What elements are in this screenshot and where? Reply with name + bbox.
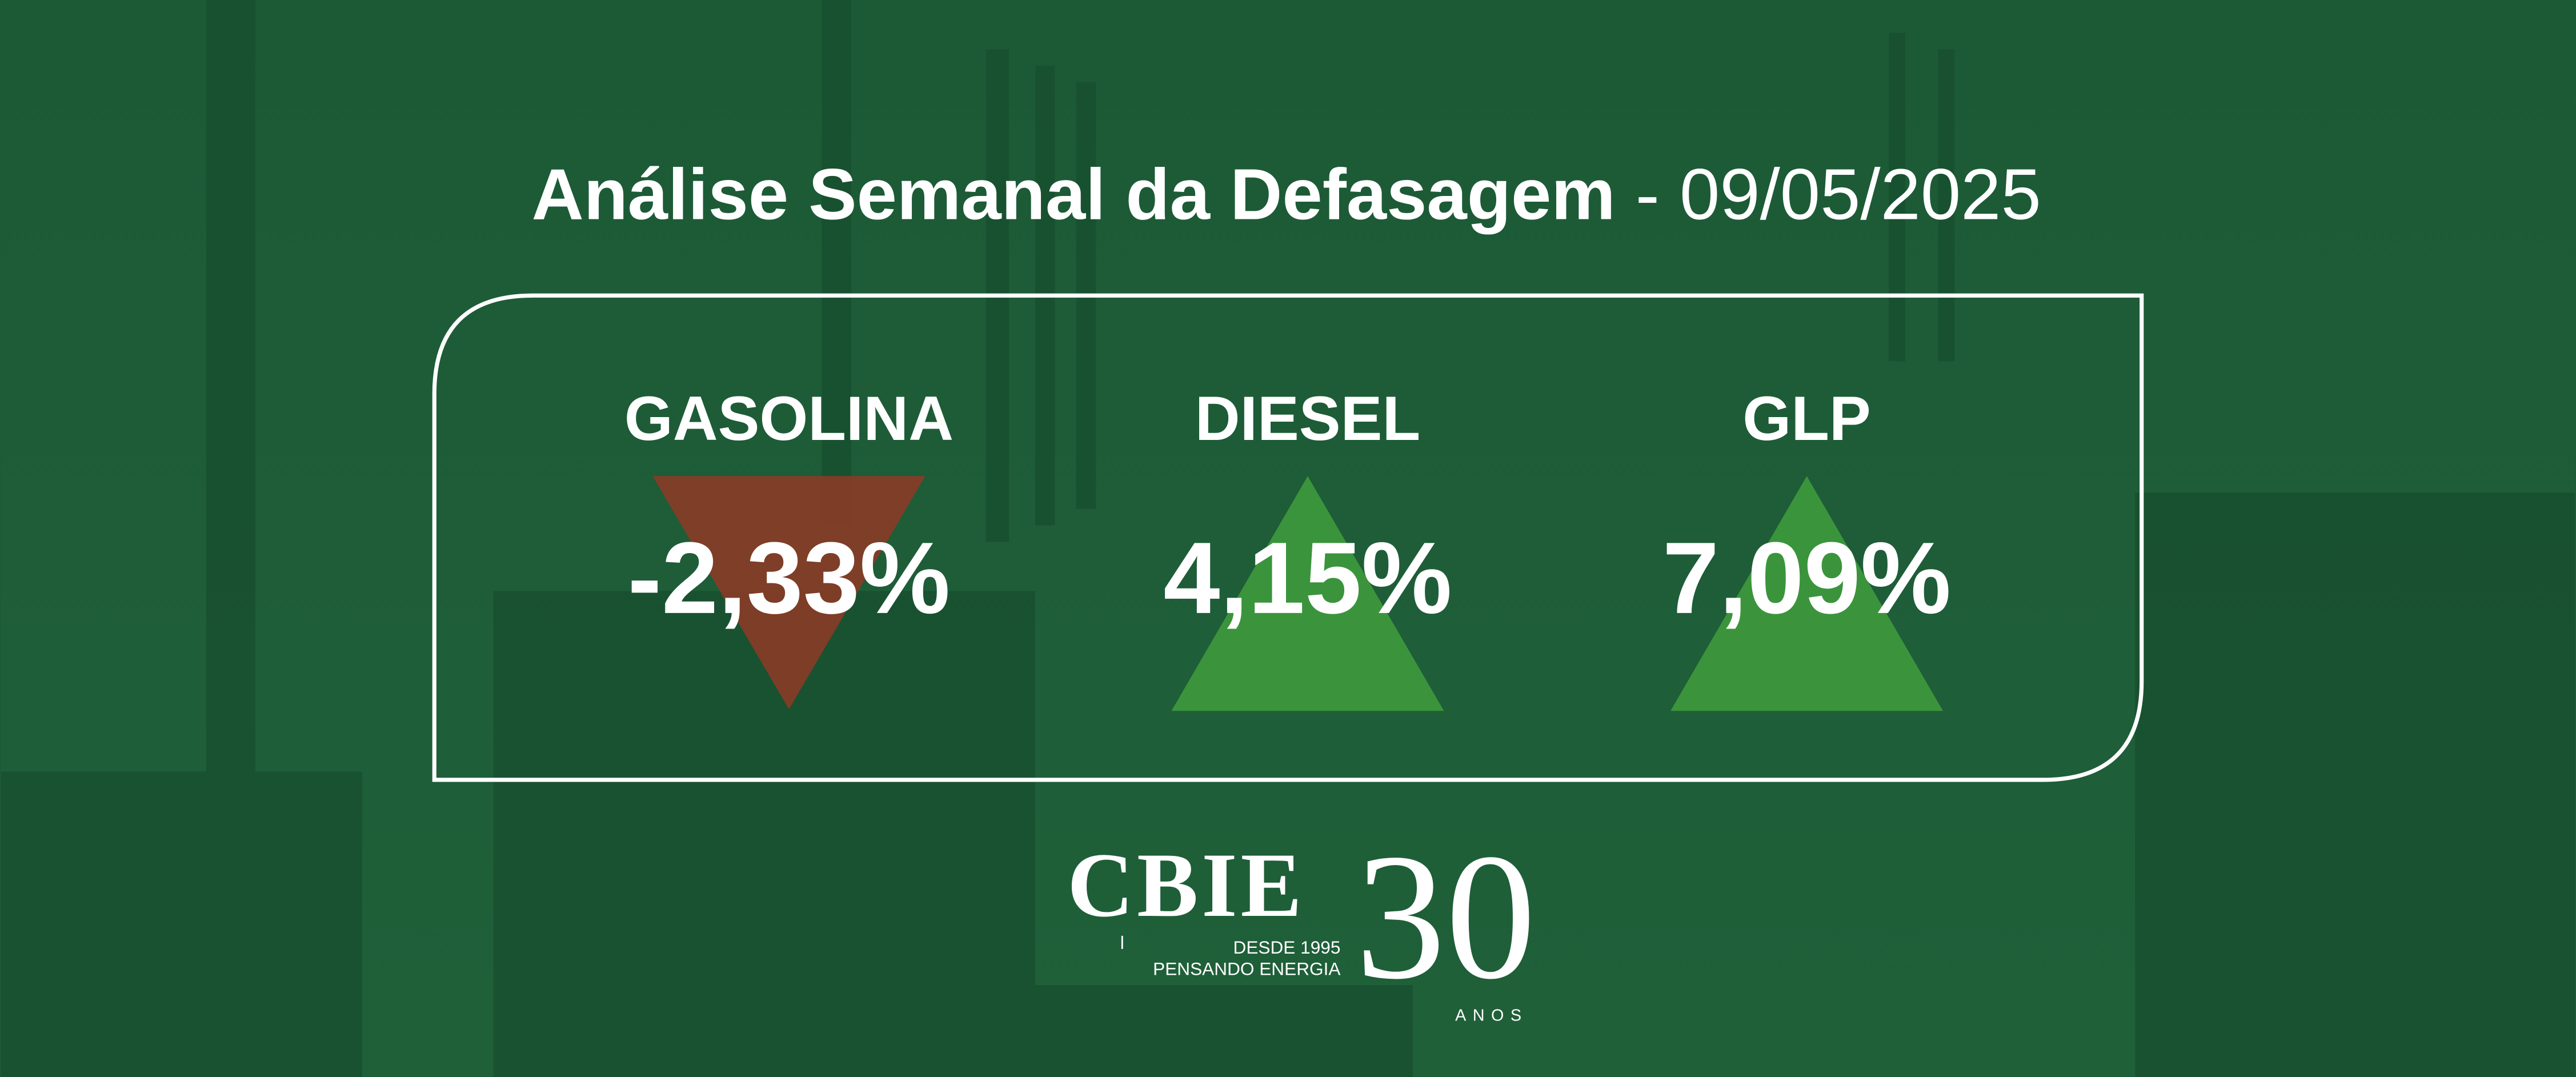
title-date: 09/05/2025	[1680, 154, 2041, 235]
logo-years-label: ANOS	[1455, 1006, 1528, 1024]
down-arrow	[652, 476, 926, 710]
logo-years: 30	[1355, 816, 1536, 1016]
logo-brand: CBIE	[1067, 834, 1305, 936]
fuel-value: -2,33%	[628, 521, 950, 635]
title-text: Análise Semanal da Defasagem	[531, 154, 1615, 235]
panel-frame	[432, 293, 2144, 782]
fuel-name: DIESEL	[1195, 384, 1420, 454]
fuel-name: GASOLINA	[624, 384, 954, 454]
fuel-name: GLP	[1742, 384, 1870, 454]
logo-since: DESDE 1995	[1233, 937, 1341, 958]
fuel-value: 7,09%	[1662, 521, 1951, 635]
up-arrow	[1171, 476, 1444, 711]
logo: CBIE DESDE 1995 PENSANDO ENERGIA 30 ANOS	[1067, 816, 1536, 1024]
title: Análise Semanal da Defasagem - 09/05/202…	[531, 154, 2041, 235]
logo-tagline: PENSANDO ENERGIA	[1153, 959, 1341, 979]
title-separator: -	[1636, 154, 1660, 235]
fuel-value: 4,15%	[1163, 521, 1452, 635]
up-arrow	[1670, 476, 1944, 711]
